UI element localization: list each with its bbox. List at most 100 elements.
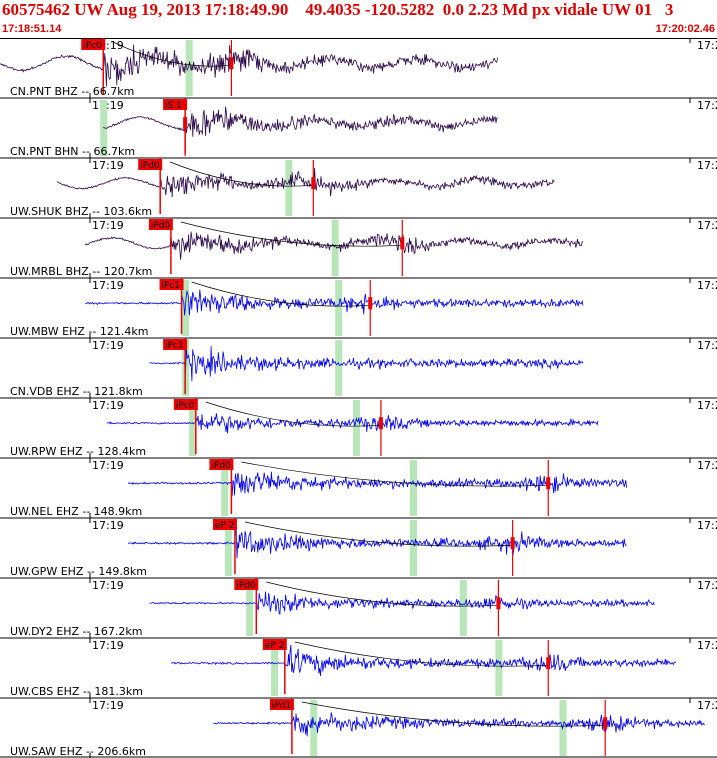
waveform bbox=[127, 529, 627, 559]
pick-label: iPd0 bbox=[140, 161, 160, 171]
trace-row[interactable]: 17:19 17:2 iPd0 UW.MRBL BHZ -- 120.7km bbox=[0, 217, 717, 278]
pick-box[interactable] bbox=[269, 699, 294, 710]
time-tick-label: 17:19 bbox=[92, 699, 124, 712]
travel-time-curve bbox=[170, 161, 314, 187]
coda-marker-box bbox=[546, 657, 551, 670]
time-tick-label-right: 17:2 bbox=[697, 279, 717, 292]
trace-row[interactable]: 17:19 17:2 iPd0 UW.DY2 EHZ -- 167.2km bbox=[0, 577, 717, 638]
pick-box[interactable] bbox=[173, 399, 198, 410]
time-tick-label: 17:19 bbox=[92, 639, 124, 652]
time-tick-label-right: 17:2 bbox=[697, 219, 717, 232]
time-tick-label-right: 17:2 bbox=[697, 39, 717, 52]
time-tick-label: 17:19 bbox=[92, 339, 124, 352]
pick-label: iPd1 bbox=[272, 701, 291, 711]
phase-window bbox=[409, 460, 417, 516]
coda-marker-box bbox=[400, 237, 405, 250]
time-tick-label: 17:19 bbox=[92, 459, 124, 472]
time-tick-label: 17:19 bbox=[92, 159, 124, 172]
phase-window bbox=[331, 220, 339, 276]
trace-row[interactable]: 17:19 17:2 iPc0 UW.RPW EHZ -- 128.4km bbox=[0, 397, 717, 458]
time-tick-label: 17:19 bbox=[92, 579, 124, 592]
trace-row[interactable]: 17:19 17:2 eP 2 UW.CBS EHZ -- 181.3km bbox=[0, 637, 717, 698]
time-tick-label: 17:19 bbox=[92, 279, 124, 292]
coda-marker-box bbox=[496, 597, 501, 610]
phase-window bbox=[185, 40, 193, 96]
travel-time-curve bbox=[241, 461, 549, 487]
station-label: UW.GPW EHZ -- 149.8km bbox=[10, 565, 147, 578]
phase-window bbox=[189, 400, 197, 456]
pick-box[interactable] bbox=[234, 579, 259, 590]
waveform bbox=[127, 471, 627, 497]
pick-box[interactable] bbox=[138, 159, 163, 170]
trace-row[interactable]: 17:19 17:2 iPc1 CN.VDB EHZ -- 121.8km bbox=[0, 337, 717, 398]
waveform bbox=[149, 591, 655, 615]
pick-label: eP 2 bbox=[265, 641, 285, 651]
pick-label: iPc0 bbox=[83, 41, 102, 51]
waveform bbox=[85, 231, 584, 260]
time-tick-label: 17:19 bbox=[92, 519, 124, 532]
phase-window bbox=[459, 580, 467, 636]
event-header: 60575462 UW Aug 19, 2013 17:18:49.90 49.… bbox=[0, 0, 717, 39]
pick-box[interactable] bbox=[209, 459, 234, 470]
coda-marker-box bbox=[546, 477, 551, 490]
time-tick-label: 17:19 bbox=[92, 399, 124, 412]
station-label: UW.CBS EHZ -- 181.3km bbox=[10, 685, 143, 698]
time-tick-label-right: 17:2 bbox=[697, 159, 717, 172]
pick-label: iPc1 bbox=[162, 281, 181, 291]
coda-marker-box bbox=[378, 417, 383, 430]
window-end-time: 17:20:02.46 bbox=[655, 23, 715, 35]
phase-window bbox=[246, 580, 254, 636]
coda-marker-box bbox=[368, 297, 373, 310]
station-label: UW.RPW EHZ -- 128.4km bbox=[10, 445, 146, 458]
pick-label: iS 1 bbox=[165, 101, 182, 111]
trace-row[interactable]: 17:19 17:2 iS 1 CN.PNT BHN -- 66.7km bbox=[0, 97, 717, 158]
station-label: CN.PNT BHN -- 66.7km bbox=[10, 145, 135, 158]
pick-label: iPc1 bbox=[165, 341, 184, 351]
pick-label: eP 2 bbox=[215, 521, 235, 531]
station-label: CN.VDB EHZ -- 121.8km bbox=[10, 385, 143, 398]
pick-box[interactable] bbox=[148, 219, 173, 230]
pick-box[interactable] bbox=[262, 639, 287, 650]
trace-row[interactable]: 17:19 17:2 iPd0 UW.NEL EHZ -- 148.9km bbox=[0, 457, 717, 518]
station-label: CN.PNT BHZ -- 66.7km bbox=[10, 85, 134, 98]
pick-box[interactable] bbox=[159, 279, 184, 290]
phase-window bbox=[353, 400, 360, 456]
phase-window bbox=[495, 640, 503, 696]
station-label: UW.SAW EHZ -- 206.6km bbox=[10, 745, 146, 758]
pick-box[interactable] bbox=[81, 39, 106, 50]
station-label: UW.MRBL BHZ -- 120.7km bbox=[10, 265, 152, 278]
travel-time-curve bbox=[244, 521, 513, 547]
phase-window bbox=[271, 640, 279, 696]
pick-box[interactable] bbox=[163, 339, 188, 350]
waveform bbox=[56, 167, 555, 198]
window-start-time: 17:18:51.14 bbox=[2, 23, 62, 35]
time-tick-label-right: 17:2 bbox=[697, 579, 717, 592]
trace-row[interactable]: 17:19 17:2 iPd1 UW.SAW EHZ -- 206.6km bbox=[0, 697, 717, 758]
trace-row[interactable]: 17:19 17:2 eP 2 UW.GPW EHZ -- 149.8km bbox=[0, 517, 717, 578]
time-tick-label: 17:19 bbox=[92, 219, 124, 232]
pick-box[interactable] bbox=[163, 99, 188, 110]
pick-label: iPd0 bbox=[236, 581, 256, 591]
phase-window bbox=[335, 340, 343, 396]
pick-label: iPc0 bbox=[176, 401, 195, 411]
time-tick-label-right: 17:2 bbox=[697, 99, 717, 112]
pick-box[interactable] bbox=[212, 519, 237, 530]
phase-window bbox=[310, 700, 318, 756]
time-tick-label-right: 17:2 bbox=[697, 639, 717, 652]
trace-row[interactable]: 17:19 17:2 iPd0 UW.SHUK BHZ -- 103.6km bbox=[0, 157, 717, 218]
time-tick-label: 17:19 bbox=[92, 99, 124, 112]
travel-time-curve bbox=[113, 41, 232, 67]
travel-time-curve bbox=[180, 221, 403, 247]
event-title: 60575462 UW Aug 19, 2013 17:18:49.90 49.… bbox=[2, 0, 674, 19]
coda-marker-box bbox=[229, 57, 234, 70]
coda-marker-box bbox=[510, 537, 515, 550]
station-label: UW.DY2 EHZ -- 167.2km bbox=[10, 625, 143, 638]
time-tick-label-right: 17:2 bbox=[697, 339, 717, 352]
phase-window bbox=[285, 160, 293, 216]
coda-marker-box bbox=[603, 717, 608, 730]
trace-row[interactable]: 17:19 17:2 iPc1 UW.MBW EHZ -- 121.4km bbox=[0, 277, 717, 338]
waveform bbox=[103, 106, 498, 137]
coda-marker-box bbox=[311, 177, 316, 190]
